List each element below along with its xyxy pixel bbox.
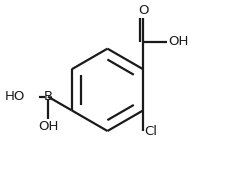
Text: OH: OH <box>168 35 189 48</box>
Text: HO: HO <box>4 90 25 103</box>
Text: OH: OH <box>38 120 58 133</box>
Text: Cl: Cl <box>144 124 157 138</box>
Text: O: O <box>138 4 148 17</box>
Text: B: B <box>43 90 52 103</box>
